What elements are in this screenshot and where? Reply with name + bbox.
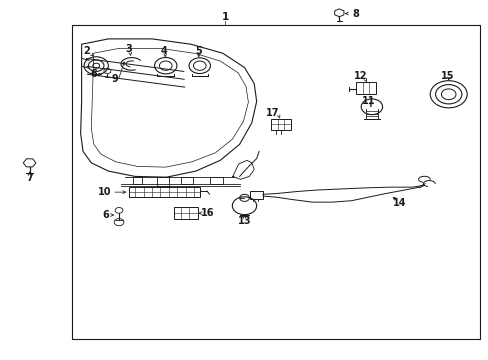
Text: 14: 14 — [392, 198, 406, 208]
Bar — [271, 118, 290, 130]
Text: 17: 17 — [265, 108, 278, 118]
Text: 16: 16 — [201, 208, 214, 218]
Text: 6: 6 — [102, 210, 109, 220]
Text: 4: 4 — [161, 46, 167, 56]
Text: 6: 6 — [90, 69, 97, 79]
Bar — [129, 187, 200, 197]
Text: 1: 1 — [221, 12, 228, 22]
Text: 2: 2 — [83, 46, 90, 56]
Text: 13: 13 — [237, 216, 251, 226]
Bar — [356, 82, 375, 94]
Text: 7: 7 — [26, 173, 33, 183]
Text: 12: 12 — [353, 71, 366, 81]
Text: 9: 9 — [111, 74, 118, 84]
Text: 3: 3 — [125, 44, 132, 54]
Text: 10: 10 — [98, 187, 111, 197]
Text: 5: 5 — [195, 46, 201, 56]
Bar — [250, 191, 263, 199]
Bar — [174, 207, 198, 219]
Text: 8: 8 — [351, 9, 358, 18]
Bar — [72, 24, 479, 339]
Text: 11: 11 — [361, 96, 374, 107]
Text: 15: 15 — [440, 71, 453, 81]
